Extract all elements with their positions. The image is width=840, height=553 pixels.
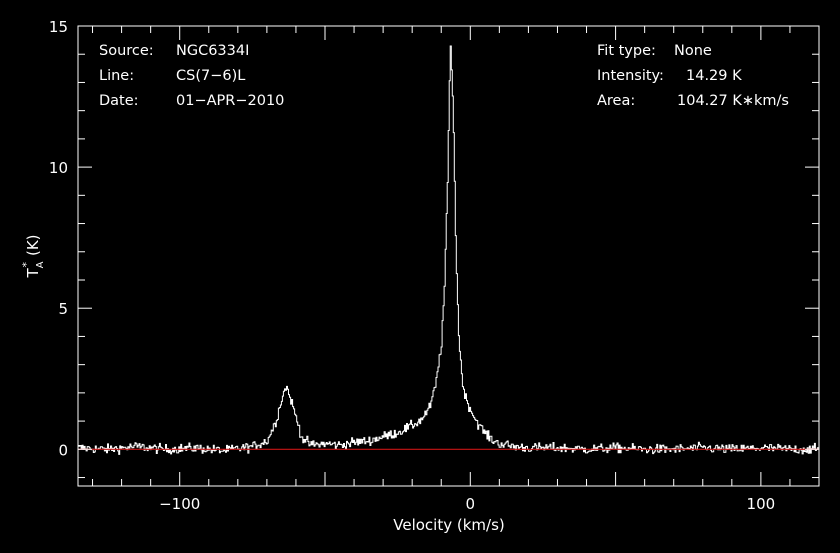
y-tick-label: 5: [58, 300, 68, 318]
source-label: Source:: [99, 43, 154, 59]
date-value: 01−APR−2010: [176, 93, 284, 109]
fit-type-label: Fit type:: [597, 43, 656, 59]
y-axis-label: TA* (K): [20, 234, 46, 278]
area-label: Area:: [597, 93, 635, 109]
source-value: NGC6334I: [176, 43, 249, 59]
x-tick-label: −100: [159, 495, 200, 513]
x-axis-label: Velocity (km/s): [393, 516, 504, 534]
line-label: Line:: [99, 68, 134, 84]
x-tick-label: 100: [747, 495, 776, 513]
x-tick-label: 0: [466, 495, 476, 513]
intensity-label: Intensity:: [597, 68, 664, 84]
y-tick-label: 10: [49, 159, 68, 177]
date-label: Date:: [99, 93, 139, 109]
axis-ticks: −100 0 100 0 5 10 15: [49, 18, 820, 513]
y-axis-label-sub: A: [35, 261, 46, 268]
y-tick-label: 0: [58, 441, 68, 459]
y-axis-label-main: T: [24, 268, 42, 279]
fit-type-value: None: [674, 43, 712, 59]
area-value: 104.27 K∗km/s: [677, 93, 789, 109]
plot-marks: [78, 45, 819, 455]
line-value: CS(7−6)L: [176, 68, 245, 84]
y-tick-label: 15: [49, 18, 68, 36]
svg-text:TA*(K): TA* (K): [20, 234, 46, 278]
y-axis-label-sup: *: [20, 262, 33, 268]
y-axis-label-unit: (K): [24, 234, 42, 256]
intensity-value: 14.29 K: [686, 68, 742, 84]
plot-frame: [77, 25, 820, 487]
